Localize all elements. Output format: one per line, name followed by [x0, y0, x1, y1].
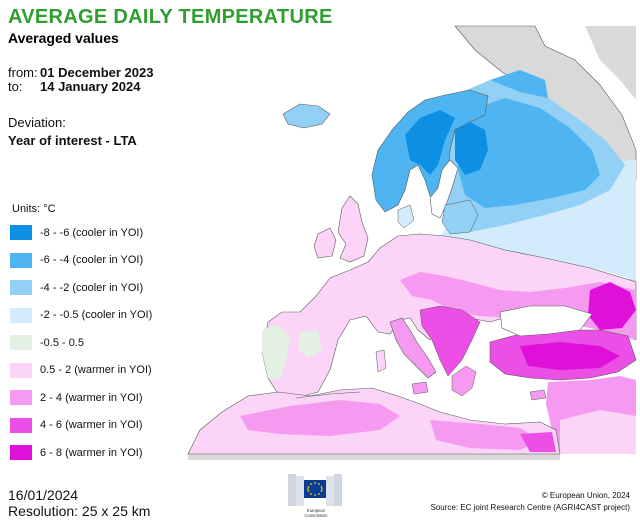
legend-item: -0.5 - 0.5 — [10, 329, 170, 357]
period-block: from: 01 December 2023 to: 14 January 2024 — [8, 66, 153, 94]
legend-item: 2 - 4 (warmer in YOI) — [10, 384, 170, 412]
no-data-region-south — [188, 454, 560, 460]
legend-item: 4 - 6 (warmer in YOI) — [10, 412, 170, 440]
region-balkans-hot — [419, 305, 481, 377]
region-iberia-neutral — [262, 324, 290, 380]
region-ireland — [313, 227, 337, 259]
region-sardinia — [375, 349, 387, 373]
eu-flag-icon — [304, 480, 326, 498]
mediterranean-coast — [295, 391, 361, 399]
logo-text-line2: Commission — [304, 513, 328, 518]
issue-date: 16/01/2024 — [8, 487, 79, 503]
region-finland-deep — [455, 122, 488, 175]
region-north-africa-hot — [520, 432, 556, 452]
legend-swatch — [10, 390, 32, 406]
to-label: to: — [8, 79, 23, 94]
deviation-block: Deviation: Year of interest - LTA — [8, 114, 137, 150]
map-title: AVERAGE DAILY TEMPERATURE — [8, 6, 333, 28]
to-date: 14 January 2024 — [40, 79, 141, 94]
legend-swatch — [10, 445, 32, 461]
baltic-sea — [429, 159, 459, 219]
legend-label: -6 - -4 (cooler in YOI) — [40, 254, 144, 267]
legend-label: 4 - 6 (warmer in YOI) — [40, 419, 143, 432]
from-label: from: — [8, 65, 38, 80]
region-greece — [451, 365, 477, 397]
footer-info: 16/01/2024 Resolution: 25 x 25 km — [8, 487, 150, 519]
source-text: Source: EC joint Research Centre (AGRI4C… — [430, 503, 630, 512]
legend-label: 6 - 8 (warmer in YOI) — [40, 446, 143, 459]
map-subtitle: Averaged values — [8, 30, 119, 46]
logo-text-line1: European — [307, 508, 326, 513]
legend-swatch — [10, 362, 32, 378]
region-caucasus-hottest — [588, 282, 636, 330]
legend-label: 2 - 4 (warmer in YOI) — [40, 391, 143, 404]
region-scandinavia-deep — [405, 110, 455, 175]
legend-item: -4 - -2 (cooler in YOI) — [10, 274, 170, 302]
legend-item: -8 - -6 (cooler in YOI) — [10, 219, 170, 247]
region-denmark — [397, 204, 415, 229]
legend: Units: °C -8 - -6 (cooler in YOI) -6 - -… — [10, 203, 170, 467]
deviation-value: Year of interest - LTA — [8, 133, 137, 148]
credits: © European Union, 2024 Source: EC joint … — [431, 490, 630, 514]
deviation-label: Deviation: — [8, 115, 66, 130]
region-iberia-east-neutral — [298, 330, 322, 358]
european-commission-logo: European Commission — [288, 474, 342, 518]
legend-swatch — [10, 225, 32, 241]
region-cyprus — [529, 389, 547, 401]
no-data-region-ne — [585, 26, 636, 100]
legend-swatch — [10, 280, 32, 296]
region-libya-warm — [430, 420, 540, 450]
legend-item: 6 - 8 (warmer in YOI) — [10, 439, 170, 467]
region-sicily — [411, 381, 429, 395]
legend-units: Units: °C — [12, 203, 56, 215]
legend-item: -6 - -4 (cooler in YOI) — [10, 247, 170, 275]
region-north-africa-warm — [240, 400, 400, 436]
resolution-text: Resolution: 25 x 25 km — [8, 503, 151, 519]
legend-swatch — [10, 307, 32, 323]
legend-swatch — [10, 335, 32, 351]
legend-label: 0.5 - 2 (warmer in YOI) — [40, 364, 152, 377]
region-middle-east-light — [560, 410, 636, 454]
legend-label: -4 - -2 (cooler in YOI) — [40, 281, 144, 294]
black-sea — [499, 305, 593, 337]
copyright-text: © European Union, 2024 — [541, 491, 630, 500]
region-anatolia-hot — [520, 342, 620, 370]
legend-item: -2 - -0.5 (cooler in YOI) — [10, 302, 170, 330]
region-baltics — [441, 199, 479, 235]
from-date: 01 December 2023 — [40, 65, 154, 80]
region-kola — [490, 70, 548, 98]
legend-label: -8 - -6 (cooler in YOI) — [40, 226, 144, 239]
region-russia-medium-blue — [458, 98, 600, 208]
legend-swatch — [10, 252, 32, 268]
legend-label: -0.5 - 0.5 — [40, 336, 85, 349]
region-iceland — [282, 103, 331, 129]
legend-label: -2 - -0.5 (cooler in YOI) — [40, 309, 153, 322]
legend-swatch — [10, 417, 32, 433]
region-great-britain — [337, 195, 369, 263]
legend-item: 0.5 - 2 (warmer in YOI) — [10, 357, 170, 385]
region-italy — [389, 317, 437, 379]
